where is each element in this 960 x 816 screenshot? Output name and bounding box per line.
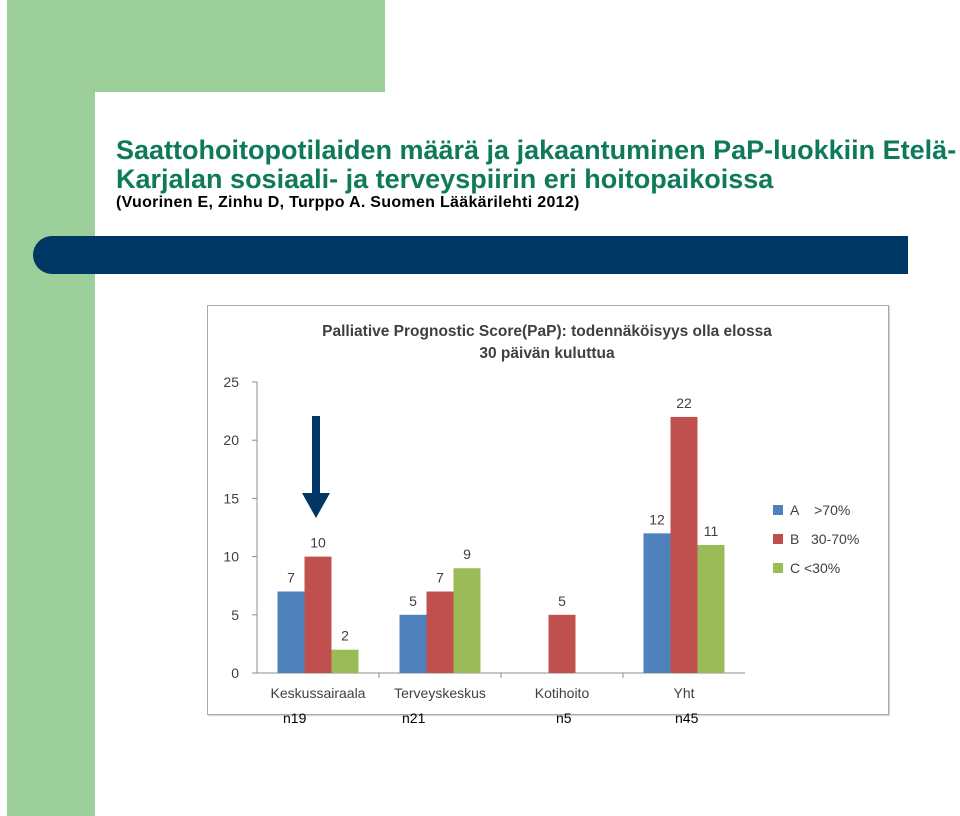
arrow-shaft bbox=[312, 416, 320, 494]
bar bbox=[548, 614, 576, 673]
legend-swatch bbox=[773, 505, 783, 515]
bar bbox=[426, 591, 454, 673]
accent-bar-left bbox=[7, 0, 95, 816]
data-label: 5 bbox=[409, 593, 417, 609]
n-label-kotihoito: n5 bbox=[556, 710, 572, 726]
chart-title-line2: 30 päivän kuluttua bbox=[479, 345, 615, 362]
legend-swatch bbox=[773, 563, 783, 573]
slide-title: Saattohoitopotilaiden määrä ja jakaantum… bbox=[116, 135, 957, 194]
legend-swatch bbox=[773, 534, 783, 544]
y-tick-label: 25 bbox=[223, 374, 239, 390]
legend-label: B 30-70% bbox=[790, 531, 859, 547]
bar bbox=[643, 533, 671, 673]
header-divider-band bbox=[33, 236, 908, 274]
y-tick-label: 5 bbox=[231, 607, 239, 623]
bar bbox=[399, 614, 427, 673]
accent-bar-top bbox=[7, 0, 385, 92]
bar bbox=[697, 544, 725, 673]
y-tick-label: 10 bbox=[223, 549, 239, 565]
legend-label: A >70% bbox=[790, 502, 850, 518]
x-tick-label: Keskussairaala bbox=[271, 685, 366, 701]
chart-title-line1: Palliative Prognostic Score(PaP): todenn… bbox=[322, 323, 772, 340]
n-label-keskussairaala: n19 bbox=[283, 710, 307, 726]
bar bbox=[670, 416, 698, 673]
data-label: 10 bbox=[310, 535, 326, 551]
data-label: 2 bbox=[341, 628, 349, 644]
n-label-terveyskeskus: n21 bbox=[402, 710, 426, 726]
y-tick-label: 15 bbox=[223, 490, 239, 506]
x-tick-label: Yht bbox=[673, 685, 694, 701]
data-label: 5 bbox=[558, 593, 566, 609]
bar bbox=[304, 556, 332, 673]
data-label: 11 bbox=[704, 523, 719, 539]
bar bbox=[331, 649, 359, 673]
data-label: 12 bbox=[649, 511, 665, 527]
arrow-down-icon bbox=[302, 493, 330, 518]
x-tick-label: Terveyskeskus bbox=[394, 685, 486, 701]
y-tick-label: 0 bbox=[231, 665, 239, 681]
slide-subtitle: (Vuorinen E, Zinhu D, Turppo A. Suomen L… bbox=[116, 194, 580, 211]
data-label: 7 bbox=[287, 570, 295, 586]
legend-label: C <30% bbox=[790, 560, 840, 576]
data-label: 9 bbox=[463, 546, 471, 562]
x-tick-label: Kotihoito bbox=[535, 685, 590, 701]
bar bbox=[277, 591, 305, 673]
y-tick-label: 20 bbox=[223, 432, 239, 448]
data-label: 7 bbox=[436, 570, 444, 586]
data-label: 22 bbox=[676, 395, 692, 411]
n-label-yht: n45 bbox=[675, 710, 699, 726]
bar bbox=[453, 568, 481, 673]
